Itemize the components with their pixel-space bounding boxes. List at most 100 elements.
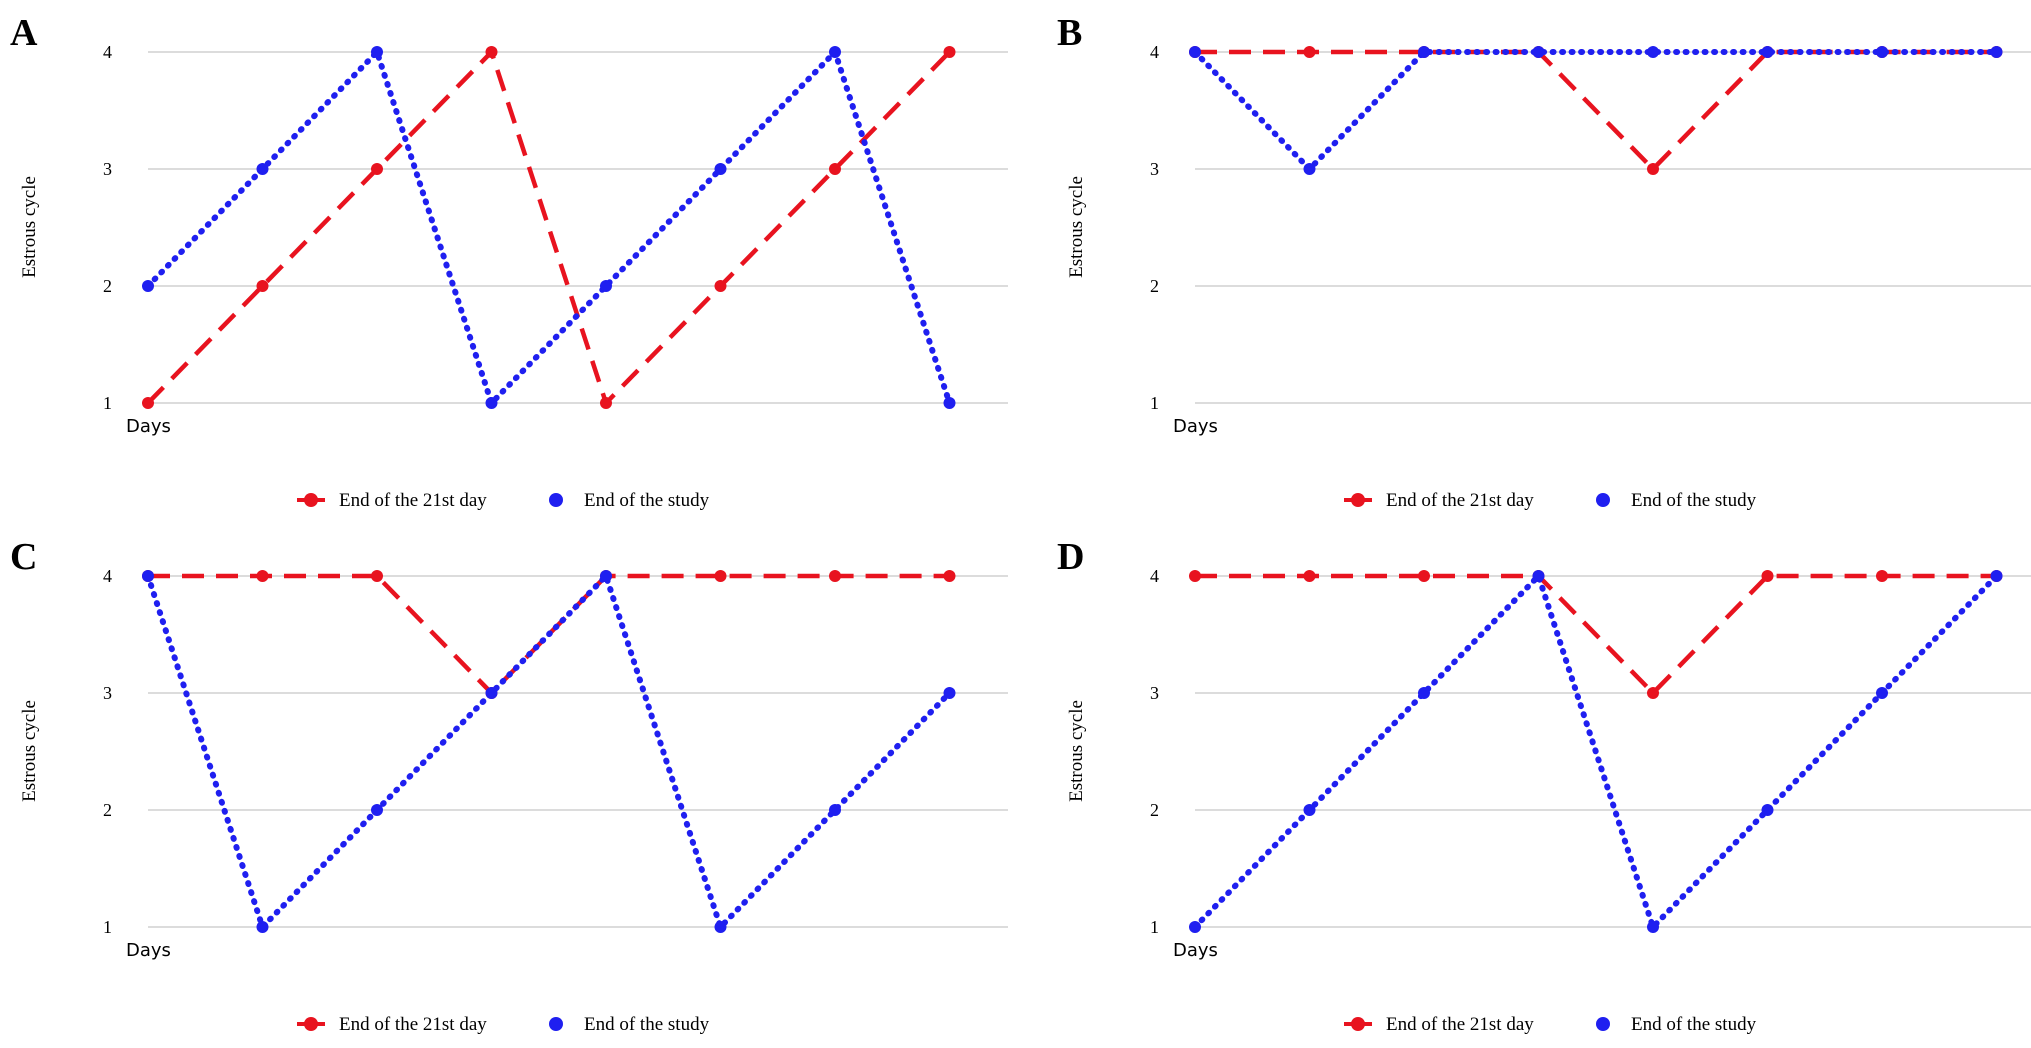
- legend-label: End of the study: [1631, 1014, 1757, 1035]
- series-line-end-of-study: [1192, 49, 2000, 174]
- y-tick-label: 3: [1150, 683, 1159, 703]
- legend-label: End of the 21st day: [1386, 490, 1534, 511]
- data-point: [1532, 46, 1545, 58]
- data-point: [142, 397, 154, 409]
- data-point: [142, 570, 154, 582]
- data-point: [371, 46, 383, 58]
- legend-label: End of the 21st day: [1386, 1014, 1534, 1035]
- legend: End of the 21st day End of the study: [297, 490, 710, 511]
- chart-panel-c: C 1 2 3 4 Estrous cycle Days End of the 21st da…: [10, 536, 1008, 1035]
- data-point: [1761, 804, 1774, 816]
- y-tick-label: 2: [103, 800, 112, 820]
- legend-swatch-marker: [1351, 1017, 1365, 1031]
- data-point: [1876, 46, 1888, 58]
- legend-label: End of the study: [1631, 490, 1757, 511]
- y-tick-label: 3: [1150, 159, 1159, 179]
- panel-letter: D: [1057, 536, 1084, 578]
- legend-label: End of the study: [584, 1014, 710, 1035]
- data-point: [1303, 570, 1316, 582]
- panel-letter: A: [10, 12, 38, 54]
- legend-swatch-marker: [549, 493, 563, 507]
- data-point: [714, 921, 727, 933]
- legend-label: End of the 21st day: [339, 490, 487, 511]
- legend-label: End of the 21st day: [339, 1014, 487, 1035]
- data-point: [1647, 921, 1659, 933]
- x-axis-label: Days: [1173, 940, 1218, 961]
- panel-letter: C: [10, 536, 37, 578]
- data-point: [829, 570, 841, 582]
- legend-swatch-marker: [1596, 493, 1610, 507]
- y-tick-label: 4: [1150, 42, 1159, 62]
- chart-panel-d: D 1 2 3 4 Estrous cycle Days End of the 21st da…: [1057, 536, 2031, 1035]
- data-point: [1189, 46, 1201, 58]
- panel-letter: B: [1057, 12, 1082, 54]
- legend-swatch-marker: [304, 1017, 318, 1031]
- y-axis-label: Estrous cycle: [1066, 700, 1087, 802]
- legend-swatch-marker: [549, 1017, 563, 1031]
- data-point: [943, 687, 956, 699]
- data-point: [1761, 46, 1774, 58]
- data-point: [600, 570, 612, 582]
- legend: End of the 21st day End of the study: [1344, 490, 1757, 511]
- y-tick-label: 1: [1150, 917, 1159, 937]
- legend: End of the 21st day End of the study: [297, 1014, 710, 1035]
- legend-swatch-marker: [1596, 1017, 1610, 1031]
- y-axis-label: Estrous cycle: [19, 700, 40, 802]
- data-point: [256, 163, 269, 175]
- data-point: [1418, 570, 1430, 582]
- legend-swatch-marker: [1351, 493, 1365, 507]
- data-point: [1761, 570, 1774, 582]
- data-point: [1418, 687, 1430, 699]
- data-point: [943, 397, 956, 409]
- data-point: [600, 397, 612, 409]
- data-point: [829, 46, 841, 58]
- data-point: [829, 804, 841, 816]
- y-tick-label: 2: [103, 276, 112, 296]
- y-axis-label: Estrous cycle: [1066, 176, 1087, 278]
- data-point: [1990, 570, 2003, 582]
- y-tick-label: 4: [103, 42, 112, 62]
- data-point: [1189, 570, 1201, 582]
- data-point: [485, 687, 498, 699]
- data-point: [1876, 687, 1888, 699]
- series-line-end-of-study: [1192, 570, 2000, 933]
- data-point: [485, 46, 498, 58]
- data-point: [1303, 804, 1316, 816]
- data-point: [1876, 570, 1888, 582]
- data-point: [1532, 570, 1545, 582]
- y-tick-label: 4: [103, 566, 112, 586]
- data-point: [142, 280, 154, 292]
- x-axis-label: Days: [126, 940, 171, 961]
- data-point: [256, 921, 269, 933]
- y-axis-label: Estrous cycle: [19, 176, 40, 278]
- y-tick-label: 1: [103, 917, 112, 937]
- data-point: [943, 46, 956, 58]
- data-point: [256, 280, 269, 292]
- y-tick-label: 1: [1150, 393, 1159, 413]
- series-line-end-of-21st-day: [148, 573, 950, 697]
- data-point: [1990, 46, 2003, 58]
- data-point: [371, 804, 383, 816]
- y-tick-label: 3: [103, 683, 112, 703]
- legend-label: End of the study: [584, 490, 710, 511]
- data-point: [256, 570, 269, 582]
- data-point: [714, 570, 727, 582]
- y-tick-label: 3: [103, 159, 112, 179]
- data-point: [829, 163, 841, 175]
- y-tick-label: 2: [1150, 276, 1159, 296]
- data-point: [371, 570, 383, 582]
- data-point: [600, 280, 612, 292]
- chart-panel-b: B 1 2 3 4 Estrous cycle Days End of the 21st da…: [1057, 12, 2031, 511]
- y-tick-label: 1: [103, 393, 112, 413]
- series-line-end-of-21st-day: [1195, 573, 1997, 697]
- data-point: [1303, 163, 1316, 175]
- x-axis-label: Days: [126, 416, 171, 437]
- x-axis-label: Days: [1173, 416, 1218, 437]
- y-tick-label: 2: [1150, 800, 1159, 820]
- data-point: [1647, 46, 1659, 58]
- data-point: [714, 163, 727, 175]
- data-point: [1418, 46, 1430, 58]
- data-point: [1647, 687, 1659, 699]
- data-point: [1303, 46, 1316, 58]
